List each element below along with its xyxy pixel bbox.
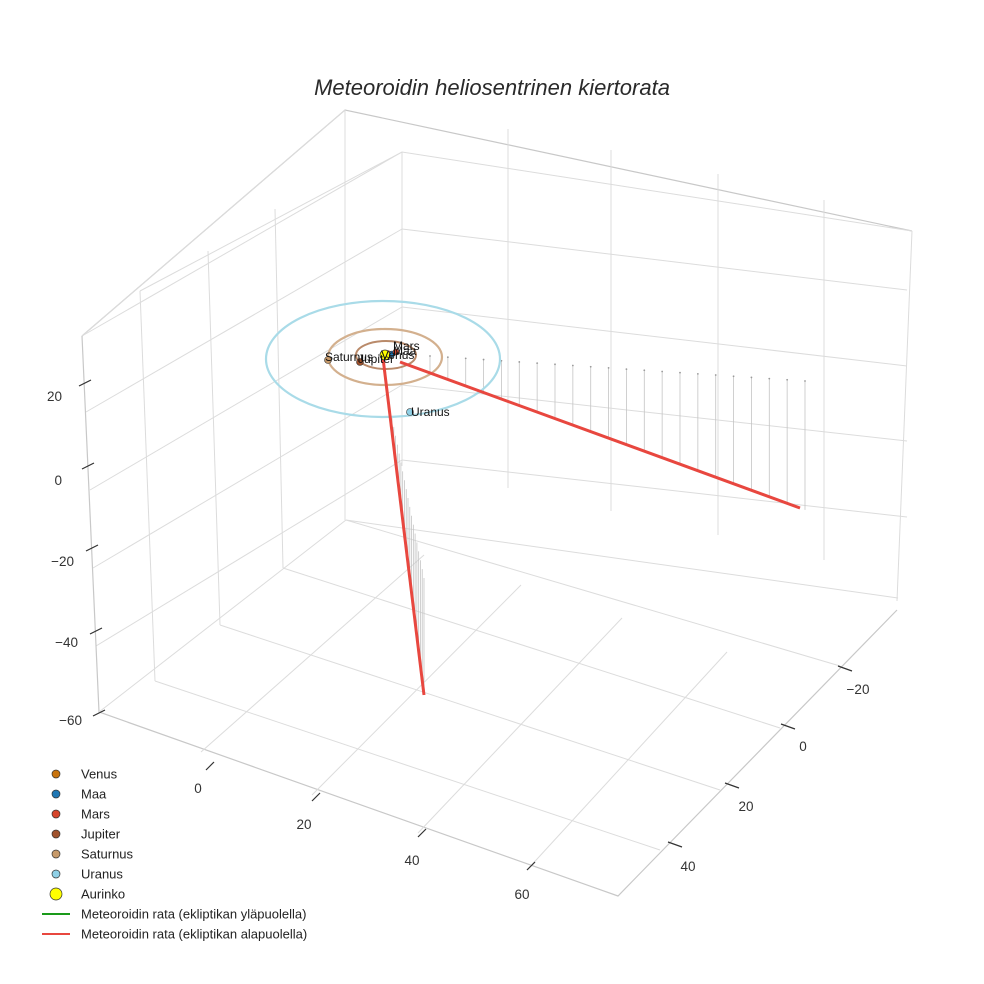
planets xyxy=(324,348,414,416)
legend-marker xyxy=(51,809,61,819)
x-tick-label: 20 xyxy=(296,817,311,832)
z-tick-label: 20 xyxy=(47,389,62,404)
x-axis-ticks: 0 20 40 60 xyxy=(194,781,529,902)
legend-label: Meteoroidin rata (ekliptikan yläpuolella… xyxy=(81,907,306,922)
drop-tip xyxy=(661,370,664,373)
z-axis-ticks: 20 0 −20 −40 −60 xyxy=(47,389,82,728)
drop-tip xyxy=(732,375,735,378)
drop-tip xyxy=(554,363,556,366)
tick-marks xyxy=(78,379,853,871)
planet-label-jupiter: Jupiter xyxy=(358,352,394,366)
drop-tip xyxy=(607,367,610,369)
grid-back-wall xyxy=(81,109,913,897)
drop-tip xyxy=(750,376,753,379)
legend-marker xyxy=(51,829,61,839)
y-tick-label: −20 xyxy=(847,682,870,697)
planet-jupiter-marker xyxy=(356,358,364,366)
drop-tip xyxy=(625,368,628,370)
drop-tip xyxy=(429,355,431,357)
drop-tip xyxy=(482,358,485,361)
planet-label-venus: Venus xyxy=(381,348,414,362)
legend-marker xyxy=(51,789,61,799)
drop-tip xyxy=(714,374,717,376)
z-tick-label: 0 xyxy=(54,473,62,488)
legend: Venus Maa Mars Jupiter Saturnus Uranus Aurinko… xyxy=(42,767,307,942)
orbit-uranus xyxy=(264,299,502,419)
drop-tip xyxy=(536,362,539,365)
planet-labels: Saturnus Jupiter Uranus Venus Maa Mars xyxy=(325,339,450,419)
drop-tip xyxy=(464,357,467,360)
drop-tip xyxy=(518,361,521,363)
drop-tip xyxy=(571,364,574,367)
orbit-jupiter xyxy=(355,340,417,370)
legend-label: Aurinko xyxy=(81,887,125,902)
drop-tip xyxy=(804,380,806,382)
z-tick-label: −20 xyxy=(51,554,74,569)
planet-label-saturnus: Saturnus xyxy=(325,350,373,364)
legend-marker xyxy=(51,869,61,879)
planet-label-mars: Mars xyxy=(393,339,420,353)
legend-label: Meteoroidin rata (ekliptikan alapuolella… xyxy=(81,927,307,942)
drop-tip xyxy=(786,378,789,381)
x-tick-label: 60 xyxy=(514,887,529,902)
planet-saturnus-marker xyxy=(324,356,332,364)
drop-tip xyxy=(589,365,592,368)
legend-marker xyxy=(49,887,63,901)
drop-tip xyxy=(696,372,699,375)
y-tick-label: 0 xyxy=(799,739,807,754)
drop-tip xyxy=(643,369,646,372)
legend-label: Uranus xyxy=(81,867,123,882)
planet-label-maa: Maa xyxy=(393,344,417,358)
drop-tip xyxy=(768,377,771,380)
meteoroid-trajectory-below xyxy=(381,357,801,696)
legend-marker xyxy=(51,849,61,859)
x-tick-label: 40 xyxy=(404,853,419,868)
sun-marker xyxy=(379,349,391,361)
trajectory-segment-b xyxy=(399,360,801,510)
planet-mars-marker xyxy=(392,348,400,356)
z-tick-label: −40 xyxy=(55,635,78,650)
planet-uranus-marker xyxy=(406,408,414,416)
legend-label: Jupiter xyxy=(81,827,121,842)
legend-label: Mars xyxy=(81,807,110,822)
legend-label: Venus xyxy=(81,767,118,782)
drop-tip xyxy=(679,371,681,374)
x-tick-label: 0 xyxy=(194,781,202,796)
y-tick-label: 40 xyxy=(680,859,695,874)
legend-label: Saturnus xyxy=(81,847,134,862)
legend-label: Maa xyxy=(81,787,107,802)
planet-label-uranus: Uranus xyxy=(411,405,450,419)
z-tick-label: −60 xyxy=(59,713,82,728)
legend-marker xyxy=(51,769,61,779)
drop-tip xyxy=(446,356,449,359)
trajectory-segment-a xyxy=(381,357,426,696)
y-tick-label: 20 xyxy=(738,799,753,814)
chart-title: Meteoroidin heliosentrinen kiertorata xyxy=(314,75,670,100)
y-axis-ticks: −20 0 20 40 xyxy=(680,682,869,874)
